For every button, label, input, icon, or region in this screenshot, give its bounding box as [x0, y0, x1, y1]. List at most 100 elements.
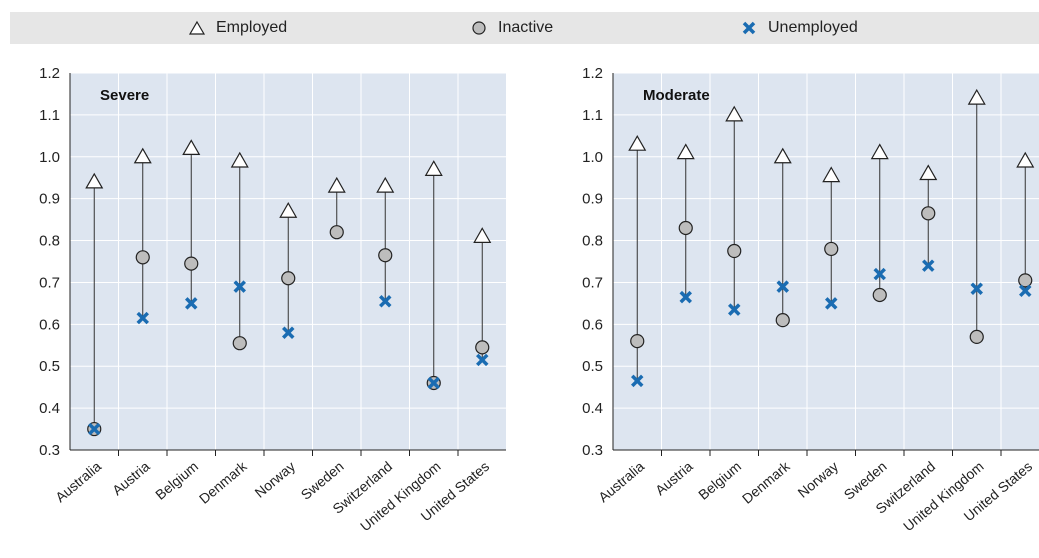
unemployed-stroke — [88, 422, 101, 436]
panel-title: Severe — [100, 87, 149, 104]
y-tick-label: 0.9 — [582, 191, 603, 208]
y-tick-label: 0.8 — [39, 233, 60, 250]
inactive-point — [775, 313, 790, 328]
unemployed-point — [233, 280, 246, 293]
inactive-point — [378, 248, 393, 263]
unemployed-stroke — [185, 297, 198, 310]
unemployed-point — [1019, 284, 1032, 298]
unemployed-point — [873, 267, 886, 281]
plot-area — [613, 73, 1039, 450]
cross-icon — [742, 21, 756, 35]
employed-point — [1016, 151, 1035, 168]
inactive-point — [969, 329, 984, 344]
unemployed-point — [476, 353, 489, 367]
x-tick-label: Belgium — [695, 458, 744, 503]
inactive-point — [872, 287, 887, 303]
unemployed-stroke — [233, 280, 246, 293]
triangle-icon — [188, 20, 206, 35]
inactive-point — [824, 241, 839, 257]
unemployed-point — [88, 422, 101, 436]
x-tick-label: Denmark — [739, 457, 794, 506]
inactive-point — [678, 220, 693, 236]
y-tick-label: 0.3 — [582, 442, 603, 459]
employed-point — [628, 135, 647, 151]
inactive-point — [921, 206, 936, 221]
unemployed-point — [631, 374, 644, 388]
y-tick-label: 0.8 — [582, 233, 603, 250]
x-tick-label: Belgium — [152, 458, 201, 503]
legend-employed-label: Employed — [216, 19, 288, 36]
legend-unemployed: Unemployed — [740, 12, 858, 44]
chart-panel-2: 0.3 0.4 0.5 0.6 0.7 0.8 0.9 1.0 1.1 1.2 Moderate Au… — [582, 65, 1039, 534]
inactive-point — [281, 271, 296, 286]
unemployed-stroke — [136, 311, 149, 325]
unemployed-point — [185, 297, 198, 310]
unemployed-point — [379, 295, 392, 308]
unemployed-point — [922, 259, 935, 272]
y-tick-label: 1.0 — [39, 149, 60, 166]
y-tick-label: 0.4 — [582, 400, 603, 417]
legend-unemployed-label: Unemployed — [768, 19, 858, 36]
employed-point — [967, 88, 986, 105]
legend: Employed Inactive Unemployed — [10, 12, 1039, 44]
x-tick-label: Norway — [252, 458, 299, 501]
y-tick-label: 1.1 — [582, 107, 603, 124]
unemployed-stroke — [873, 267, 886, 281]
employed-point — [919, 164, 938, 181]
employed-point — [473, 227, 492, 243]
y-tick-label: 0.9 — [39, 191, 60, 208]
x-tick-label: Australia — [52, 458, 104, 505]
employed-point — [85, 172, 104, 189]
inactive-point — [630, 333, 645, 349]
employed-point — [822, 166, 841, 183]
y-tick-label: 0.7 — [582, 274, 603, 291]
y-tick-label: 1.1 — [39, 107, 60, 124]
unemployed-point — [970, 282, 983, 295]
unemployed-point — [728, 303, 741, 316]
chart-panel-1: 0.3 0.4 0.5 0.6 0.7 0.8 0.9 1.0 1.1 1.2 Severe Aust… — [39, 65, 506, 534]
employed-point — [424, 160, 443, 176]
employed-point — [870, 143, 889, 160]
unemployed-stroke — [379, 295, 392, 308]
unemployed-point — [282, 326, 295, 339]
unemployed-stroke — [1019, 284, 1032, 298]
legend-inactive: Inactive — [470, 12, 553, 44]
y-tick-label: 0.7 — [39, 274, 60, 291]
employed-point — [230, 151, 249, 168]
inactive-point — [329, 225, 344, 240]
employed-point — [133, 147, 152, 164]
inactive-point — [232, 336, 247, 351]
y-tick-label: 0.5 — [582, 358, 603, 375]
unemployed-stroke — [631, 374, 644, 388]
unemployed-stroke — [776, 280, 789, 293]
employed-point — [279, 202, 298, 218]
inactive-point — [475, 340, 490, 355]
y-tick-label: 0.6 — [582, 316, 603, 333]
y-tick-label: 1.2 — [582, 65, 603, 82]
employed-point — [327, 176, 346, 193]
unemployed-stroke — [825, 297, 838, 310]
unemployed-stroke — [427, 376, 440, 390]
legend-inactive-label: Inactive — [498, 19, 554, 36]
unemployed-stroke — [970, 282, 983, 295]
unemployed-point — [427, 376, 440, 390]
employed-point — [182, 139, 201, 155]
employed-point — [773, 147, 792, 164]
y-tick-label: 0.4 — [39, 400, 60, 417]
unemployed-point — [679, 290, 692, 304]
panel-title: Moderate — [643, 87, 710, 104]
legend-employed: Employed — [188, 12, 287, 44]
x-tick-label: Norway — [795, 458, 842, 501]
x-tick-label: Austria — [652, 458, 696, 498]
inactive-point — [727, 243, 742, 259]
unemployed-stroke — [282, 326, 295, 339]
unemployed-point — [136, 311, 149, 325]
x-tick-label: Denmark — [196, 457, 251, 506]
unemployed-stroke — [728, 303, 741, 316]
inactive-point — [1018, 273, 1033, 288]
employed-point — [725, 105, 744, 122]
x-tick-label: Australia — [595, 458, 647, 505]
inactive-point — [135, 250, 150, 265]
unemployed-stroke — [922, 259, 935, 272]
unemployed-stroke — [679, 290, 692, 304]
